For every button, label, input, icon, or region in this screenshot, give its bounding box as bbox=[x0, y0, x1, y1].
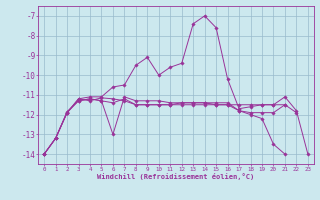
X-axis label: Windchill (Refroidissement éolien,°C): Windchill (Refroidissement éolien,°C) bbox=[97, 173, 255, 180]
